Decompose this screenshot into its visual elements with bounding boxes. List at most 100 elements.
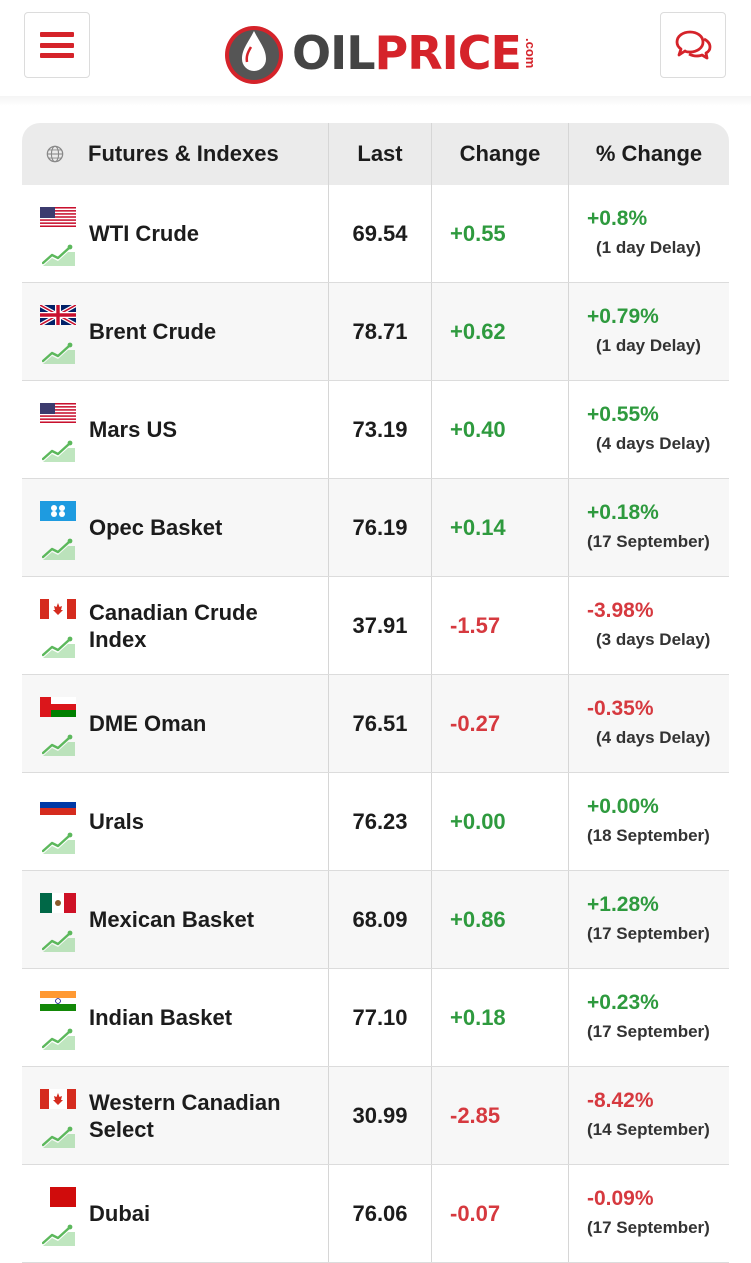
globe-icon [46, 145, 64, 163]
delay-note: (17 September) [587, 1022, 710, 1041]
table-row[interactable]: DME Oman 76.51 -0.27 -0.35% (4 days Delay) [22, 675, 729, 773]
opec-flag-icon [40, 501, 76, 521]
futures-table: Futures & Indexes Last Change % Change W… [22, 123, 729, 1263]
instrument-cell[interactable]: WTI Crude [22, 185, 328, 282]
instrument-cell[interactable]: Indian Basket [22, 969, 328, 1066]
ru-flag-icon [40, 795, 76, 815]
instrument-cell[interactable]: Urals [22, 773, 328, 870]
instrument-cell[interactable]: Dubai [22, 1165, 328, 1262]
table-row[interactable]: Dubai 76.06 -0.07 -0.09% (17 September) [22, 1165, 729, 1263]
table-row[interactable]: Opec Basket 76.19 +0.14 +0.18% (17 September… [22, 479, 729, 577]
logo-price-text: PRICE [374, 26, 522, 80]
trend-chart-icon[interactable] [41, 1223, 76, 1247]
instrument-name[interactable]: Urals [89, 809, 145, 834]
trend-chart-icon[interactable] [41, 537, 76, 561]
instrument-name[interactable]: Western Canadian Select [89, 1089, 281, 1142]
instrument-cell[interactable]: Mexican Basket [22, 871, 328, 968]
trend-chart-icon[interactable] [41, 733, 76, 757]
table-row[interactable]: Urals 76.23 +0.00 +0.00% (18 September) [22, 773, 729, 871]
table-row[interactable]: WTI Crude 69.54 +0.55 +0.8% (1 day Delay) [22, 185, 729, 283]
last-price: 77.10 [328, 969, 431, 1066]
ca-flag-icon [40, 599, 76, 619]
trend-chart-icon[interactable] [41, 635, 76, 659]
delay-note: (4 days Delay) [596, 434, 711, 453]
header-change[interactable]: Change [431, 123, 568, 185]
pct-change-value: +0.23% [587, 991, 659, 1014]
pct-change-cell: +0.00% (18 September) [568, 773, 729, 870]
change-value: +0.55 [431, 185, 568, 282]
uk-flag-icon [40, 305, 76, 325]
trend-chart-icon[interactable] [41, 439, 76, 463]
pct-change-value: +1.28% [587, 893, 659, 916]
us-flag-icon [40, 207, 76, 227]
pct-change-cell: +0.8% (1 day Delay) [568, 185, 729, 282]
chat-bubbles-icon [675, 30, 712, 60]
last-price: 76.51 [328, 675, 431, 772]
last-price: 68.09 [328, 871, 431, 968]
change-value: +0.40 [431, 381, 568, 478]
trend-chart-icon[interactable] [41, 1125, 76, 1149]
trend-chart-icon[interactable] [41, 243, 76, 267]
table-row[interactable]: Mars US 73.19 +0.40 +0.55% (4 days Delay) [22, 381, 729, 479]
change-value: -0.27 [431, 675, 568, 772]
logo-oil-text: OIL [292, 26, 376, 80]
trend-chart-icon[interactable] [41, 831, 76, 855]
delay-note: (14 September) [587, 1120, 710, 1139]
oilprice-logo[interactable]: OILPRICE .com [222, 18, 538, 88]
header-last[interactable]: Last [328, 123, 431, 185]
instrument-name[interactable]: Brent Crude [89, 319, 217, 344]
instrument-cell[interactable]: Western Canadian Select [22, 1067, 328, 1164]
change-value: +0.00 [431, 773, 568, 870]
header-pct-change[interactable]: % Change [568, 123, 729, 185]
pct-change-value: -0.09% [587, 1187, 654, 1210]
header-futures-label: Futures & Indexes [88, 141, 279, 166]
instrument-cell[interactable]: Canadian Crude Index [22, 577, 328, 674]
logo-com-text: .com [522, 37, 538, 69]
change-value: +0.18 [431, 969, 568, 1066]
instrument-cell[interactable]: DME Oman [22, 675, 328, 772]
pct-change-cell: +0.23% (17 September) [568, 969, 729, 1066]
table-header-row: Futures & Indexes Last Change % Change [22, 123, 729, 185]
change-value: -2.85 [431, 1067, 568, 1164]
pct-change-cell: +0.55% (4 days Delay) [568, 381, 729, 478]
pct-change-cell: +1.28% (17 September) [568, 871, 729, 968]
menu-button[interactable] [24, 12, 90, 78]
header-futures[interactable]: Futures & Indexes [22, 123, 328, 185]
pct-change-cell: -0.09% (17 September) [568, 1165, 729, 1262]
instrument-name[interactable]: Canadian Crude Index [89, 599, 258, 652]
change-value: +0.14 [431, 479, 568, 576]
instrument-name[interactable]: Mexican Basket [89, 907, 255, 932]
instrument-cell[interactable]: Mars US [22, 381, 328, 478]
instrument-name[interactable]: Mars US [89, 417, 178, 442]
last-price: 30.99 [328, 1067, 431, 1164]
table-row[interactable]: Mexican Basket 68.09 +0.86 +1.28% (17 Septem… [22, 871, 729, 969]
pct-change-value: -8.42% [587, 1089, 654, 1112]
om-flag-icon [40, 697, 76, 717]
delay-note: (17 September) [587, 924, 710, 943]
last-price: 78.71 [328, 283, 431, 380]
table-row[interactable]: Brent Crude 78.71 +0.62 +0.79% (1 day Delay) [22, 283, 729, 381]
last-price: 76.23 [328, 773, 431, 870]
pct-change-cell: +0.18% (17 September) [568, 479, 729, 576]
instrument-name[interactable]: WTI Crude [89, 221, 199, 246]
table-row[interactable]: Indian Basket 77.10 +0.18 +0.23% (17 Septemb… [22, 969, 729, 1067]
trend-chart-icon[interactable] [41, 929, 76, 953]
trend-chart-icon[interactable] [41, 341, 76, 365]
instrument-name[interactable]: DME Oman [89, 711, 207, 736]
pct-change-cell: +0.79% (1 day Delay) [568, 283, 729, 380]
change-value: -1.57 [431, 577, 568, 674]
instrument-cell[interactable]: Opec Basket [22, 479, 328, 576]
instrument-cell[interactable]: Brent Crude [22, 283, 328, 380]
pct-change-value: -3.98% [587, 599, 654, 622]
instrument-name[interactable]: Dubai [89, 1201, 151, 1226]
site-header: OILPRICE .com [0, 0, 751, 106]
dubai-flag-icon [40, 1187, 76, 1207]
table-row[interactable]: Western Canadian Select 30.99 -2.85 -8.42% (… [22, 1067, 729, 1165]
pct-change-value: +0.8% [587, 207, 648, 230]
instrument-name[interactable]: Indian Basket [89, 1005, 233, 1030]
delay-note: (18 September) [587, 826, 710, 845]
table-row[interactable]: Canadian Crude Index 37.91 -1.57 -3.98% (3 d… [22, 577, 729, 675]
instrument-name[interactable]: Opec Basket [89, 515, 223, 540]
chat-button[interactable] [660, 12, 726, 78]
trend-chart-icon[interactable] [41, 1027, 76, 1051]
